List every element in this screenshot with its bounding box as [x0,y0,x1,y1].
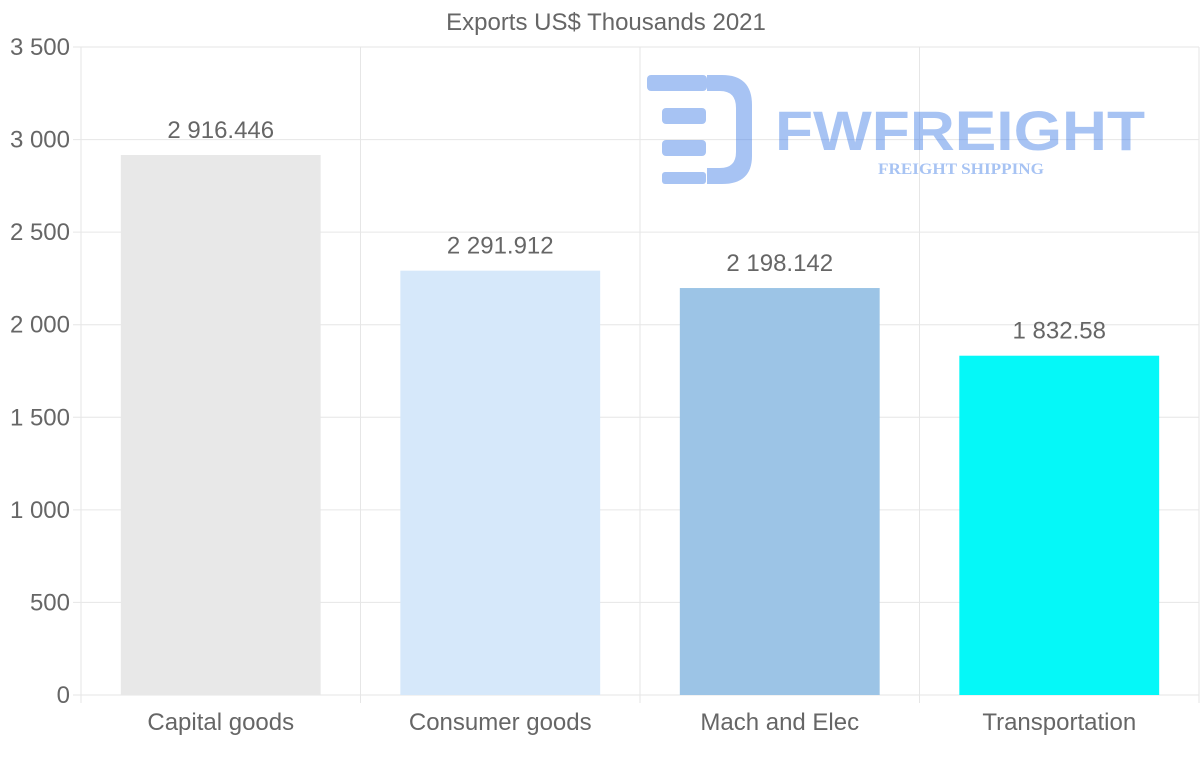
x-tick-label: Mach and Elec [700,709,859,736]
chart-title: Exports US$ Thousands 2021 [446,9,766,36]
fw-logo-icon [647,75,752,184]
bar-value-label: 2 198.142 [726,250,833,277]
y-tick-label: 2 500 [10,219,70,246]
bar[interactable] [959,355,1160,695]
y-tick-label: 1 500 [10,404,70,431]
bars: 2 916.446 Capital goods 2 291.912 Consumer … [120,117,1160,736]
x-tick-label: Consumer goods [409,709,592,736]
x-tick-label: Capital goods [147,709,294,736]
y-tick-label: 0 [57,682,70,709]
y-tick-label: 3 000 [10,127,70,154]
watermark-logo: FWFREIGHT FREIGHT SHIPPING [647,75,1145,184]
y-tick-label: 500 [30,589,70,616]
bar[interactable] [400,270,601,695]
y-tick-label: 1 000 [10,497,70,524]
watermark-brand: FWFREIGHT [775,99,1145,162]
bar-value-label: 2 291.912 [447,233,554,260]
bar[interactable] [679,288,880,695]
y-tick-label: 2 000 [10,312,70,339]
bar-value-label: 2 916.446 [167,117,274,144]
y-tick-label: 3 500 [10,34,70,61]
bar[interactable] [120,155,321,696]
x-tick-label: Transportation [982,709,1136,736]
grid: 0 500 1 000 1 500 2 000 2 500 3 000 3 500 [10,34,1200,709]
watermark-tagline: FREIGHT SHIPPING [878,161,1045,178]
bar-value-label: 1 832.58 [1013,318,1106,345]
